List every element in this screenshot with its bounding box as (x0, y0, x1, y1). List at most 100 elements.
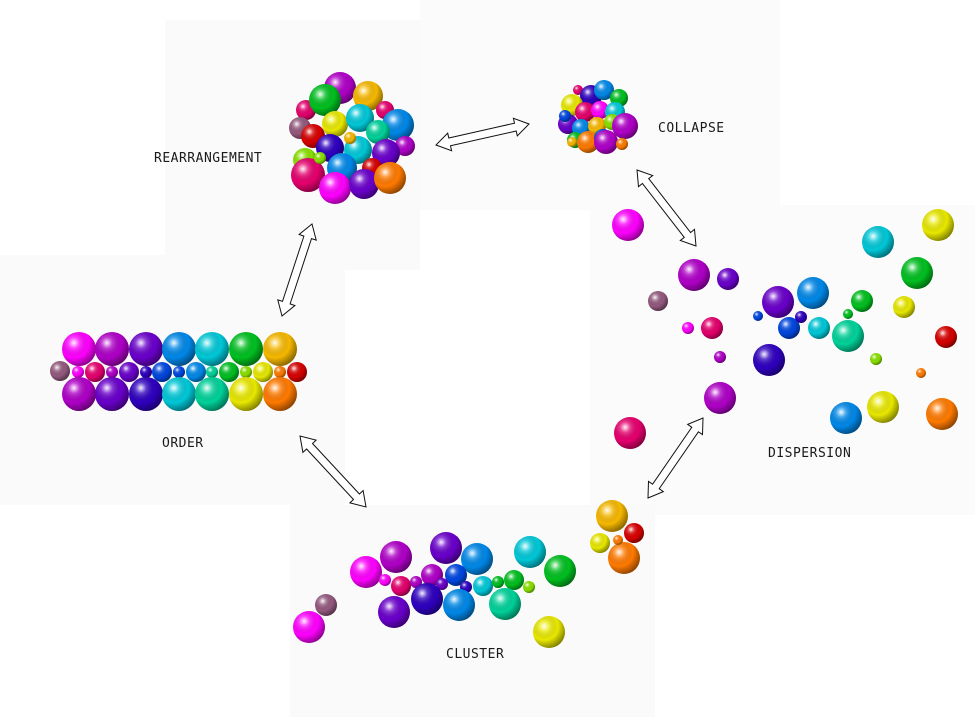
sphere (119, 362, 139, 382)
sphere (219, 362, 239, 382)
sphere (559, 110, 571, 122)
sphere (926, 398, 958, 430)
double-arrow (277, 223, 317, 317)
sphere (762, 286, 794, 318)
sphere (445, 564, 467, 586)
label-cluster: CLUSTER (446, 647, 505, 662)
sphere (594, 80, 614, 100)
sphere (129, 377, 163, 411)
sphere (443, 589, 475, 621)
sphere (173, 366, 185, 378)
sphere (717, 268, 739, 290)
sphere (353, 81, 383, 111)
sphere (843, 309, 853, 319)
sphere (596, 500, 628, 532)
label-rearrangement: REARRANGEMENT (154, 151, 263, 166)
sphere (867, 391, 899, 423)
sphere (797, 277, 829, 309)
sphere (591, 101, 609, 119)
rearrangement-cluster (289, 72, 415, 204)
sphere (95, 377, 129, 411)
sphere (291, 158, 325, 192)
sphere (129, 332, 163, 366)
sphere (62, 332, 96, 366)
sphere (350, 556, 382, 588)
sphere (704, 382, 736, 414)
sphere (590, 533, 610, 553)
collapse-cluster (558, 80, 638, 154)
sphere (795, 311, 807, 323)
sphere (274, 366, 286, 378)
sphere (391, 576, 411, 596)
sphere (309, 84, 341, 116)
sphere (851, 290, 873, 312)
sphere (293, 611, 325, 643)
sphere (753, 344, 785, 376)
sphere (830, 402, 862, 434)
sphere (319, 172, 351, 204)
sphere (349, 169, 379, 199)
sphere (366, 120, 390, 144)
label-dispersion: DISPERSION (768, 446, 852, 461)
sphere (62, 377, 96, 411)
sphere (379, 574, 391, 586)
sphere (240, 366, 252, 378)
sphere (616, 138, 628, 150)
sphere (612, 209, 644, 241)
sphere (567, 137, 577, 147)
sphere (162, 377, 196, 411)
sphere (152, 362, 172, 382)
order-chain (50, 332, 307, 411)
sphere (870, 353, 882, 365)
sphere (492, 576, 504, 588)
sphere (162, 332, 196, 366)
sphere (85, 362, 105, 382)
sphere (314, 152, 326, 164)
sphere (544, 555, 576, 587)
sphere (608, 542, 640, 574)
sphere (140, 366, 152, 378)
double-arrow (299, 435, 367, 508)
sphere (648, 291, 668, 311)
double-arrow (435, 117, 530, 152)
label-order: ORDER (162, 436, 204, 451)
sphere (374, 162, 406, 194)
sphere (678, 259, 710, 291)
sphere (186, 362, 206, 382)
sphere (263, 377, 297, 411)
sphere (533, 616, 565, 648)
sphere (573, 85, 583, 95)
sphere (430, 532, 462, 564)
sphere (862, 226, 894, 258)
sphere (624, 523, 644, 543)
sphere (322, 111, 348, 137)
sphere (372, 139, 400, 167)
sphere (808, 317, 830, 339)
sphere (922, 209, 954, 241)
sphere (195, 377, 229, 411)
cluster-group (293, 500, 644, 648)
sphere (380, 541, 412, 573)
sphere (263, 332, 297, 366)
sphere (344, 132, 356, 144)
sphere (206, 366, 218, 378)
sphere (523, 581, 535, 593)
sphere (613, 535, 623, 545)
sphere (106, 366, 118, 378)
label-collapse: COLLAPSE (658, 121, 725, 136)
sphere (714, 351, 726, 363)
sphere (287, 362, 307, 382)
sphere (195, 332, 229, 366)
sphere (682, 322, 694, 334)
sphere (72, 366, 84, 378)
sphere (832, 320, 864, 352)
sphere (612, 113, 638, 139)
sphere (395, 136, 415, 156)
sphere (229, 332, 263, 366)
sphere (935, 326, 957, 348)
sphere (489, 588, 521, 620)
sphere (575, 102, 595, 122)
sphere (253, 362, 273, 382)
sphere (901, 257, 933, 289)
